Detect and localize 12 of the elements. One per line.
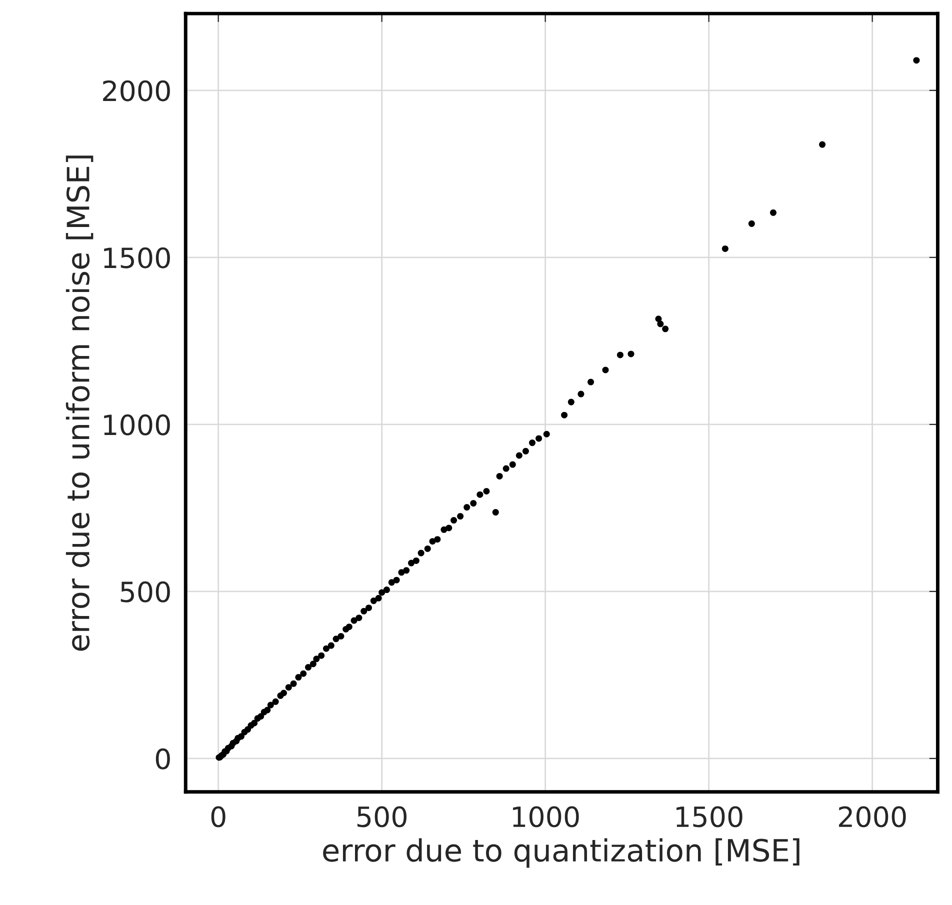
y-tick-label: 2000	[103, 80, 170, 102]
x-tick-label: 2000	[839, 806, 906, 828]
x-tick-label: 500	[357, 806, 406, 828]
y-axis-title: error due to uniform noise [MSE]	[66, 156, 94, 651]
x-tick-label: 1000	[513, 806, 579, 828]
y-tick-label: 0	[156, 748, 170, 770]
x-tick-label: 1500	[676, 806, 742, 828]
x-axis-title: error due to quantization [MSE]	[323, 838, 800, 868]
x-tick-label: 0	[211, 806, 226, 828]
y-tick-label: 500	[120, 581, 170, 602]
y-tick-label: 1000	[104, 414, 170, 436]
y-tick-label: 1500	[104, 247, 170, 268]
